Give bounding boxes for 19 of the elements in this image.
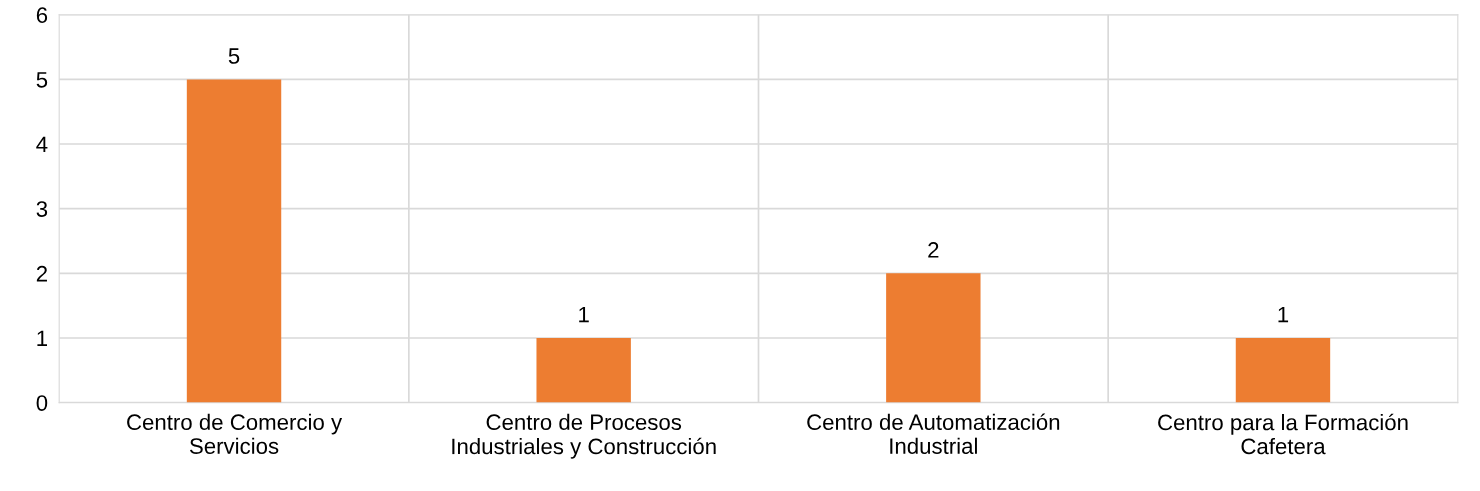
x-tick-label: Centro para la Formación Cafetera xyxy=(1158,413,1408,455)
x-tick-label: Centro de Procesos Industriales y Construcción xyxy=(452,413,716,459)
data-label: 2 xyxy=(928,242,939,258)
y-tick-label: 0 xyxy=(36,395,48,411)
x-tick-label: Centro de Comercio y Servicios xyxy=(127,413,343,454)
data-label: 1 xyxy=(1278,306,1289,323)
y-tick-label: 4 xyxy=(36,136,48,153)
x-tick-label: Centro de Automatización Industrial xyxy=(807,413,1060,454)
y-tick-label: 3 xyxy=(36,201,48,217)
y-tick-label: 5 xyxy=(36,72,48,88)
y-tick-label: 1 xyxy=(37,330,48,347)
bar xyxy=(886,273,981,403)
data-label: 1 xyxy=(579,306,589,323)
y-tick-label: 6 xyxy=(36,7,48,23)
bar xyxy=(186,79,282,403)
y-tick-label: 2 xyxy=(36,265,47,282)
data-label: 5 xyxy=(228,48,240,64)
bar xyxy=(1235,337,1331,403)
bar xyxy=(536,337,631,403)
